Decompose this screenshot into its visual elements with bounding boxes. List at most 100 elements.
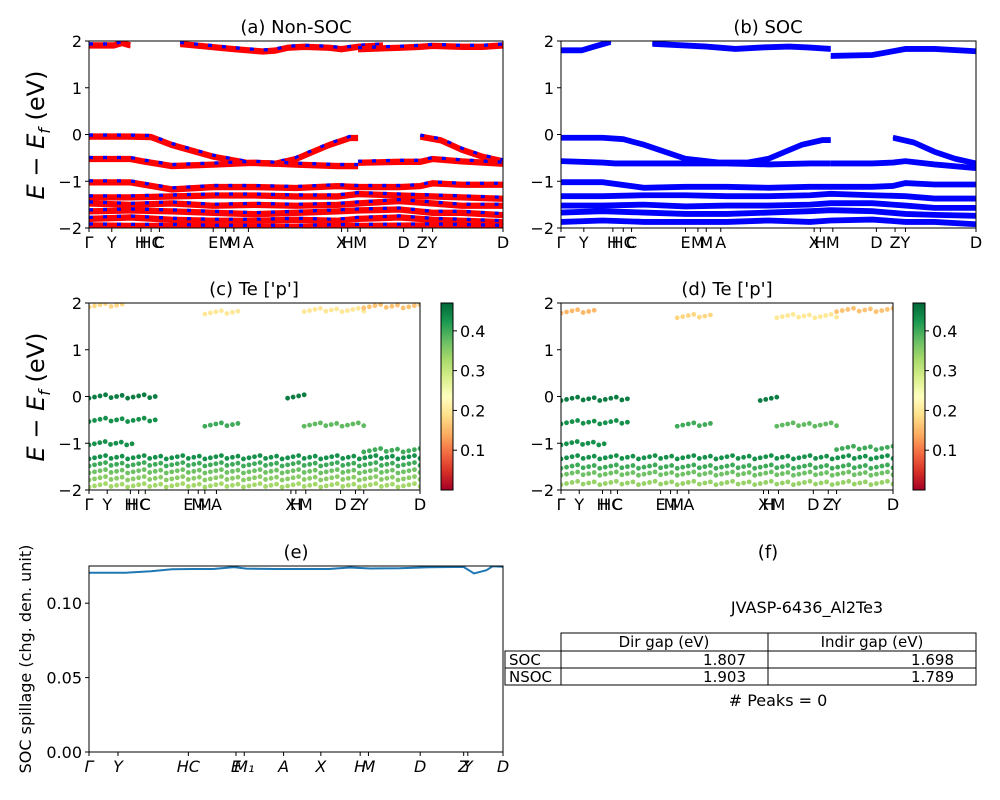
projection-point — [658, 465, 663, 471]
projection-point — [829, 472, 835, 478]
projection-point — [417, 484, 420, 489]
projection-point — [669, 479, 675, 485]
projection-point — [103, 303, 108, 307]
projection-point — [318, 470, 324, 476]
projection-point — [802, 454, 807, 460]
projection-point — [674, 472, 680, 478]
projection-point — [417, 470, 420, 475]
energy-axis-label-main-2: E − E — [22, 395, 50, 462]
projection-point — [219, 481, 224, 487]
projection-point — [613, 394, 619, 400]
table-row-nsoc-dir: 1.903 — [703, 668, 746, 686]
projection-point — [103, 392, 108, 398]
projection-point — [400, 449, 406, 455]
projection-point — [813, 481, 818, 487]
projection-point — [708, 312, 713, 318]
band-line — [830, 48, 976, 59]
projection-point — [580, 397, 586, 403]
colorbar-d-tick-label: 0.4 — [932, 322, 957, 341]
panel-b-xtick-label: M — [691, 233, 705, 252]
projection-point — [417, 463, 420, 468]
projection-point — [390, 481, 395, 487]
band-line — [561, 216, 976, 226]
projection-point — [879, 446, 885, 451]
projection-point — [92, 469, 97, 475]
band-line — [561, 41, 612, 54]
projection-point — [406, 304, 412, 310]
projection-point — [608, 454, 614, 460]
projection-point — [230, 422, 235, 427]
projection-point — [846, 462, 852, 468]
projection-point — [196, 453, 202, 459]
projection-point — [345, 308, 350, 313]
projection-point — [608, 419, 614, 425]
projection-point — [263, 470, 268, 475]
projection-point — [417, 477, 420, 482]
projection-point — [768, 469, 774, 475]
projection-point — [356, 484, 362, 490]
panel-c-xtick-label: A — [211, 495, 222, 514]
projection-point — [851, 443, 856, 449]
band-line — [561, 200, 976, 209]
panel-c-title: (c) Te ['p'] — [209, 279, 299, 300]
projection-point — [307, 482, 313, 488]
projection-point — [596, 442, 602, 448]
projection-point — [685, 463, 691, 469]
projection-point — [114, 468, 119, 474]
band-line — [561, 182, 976, 191]
projection-point — [268, 482, 274, 488]
projection-point — [301, 463, 307, 468]
panel-e-ytick-label: 0.05 — [46, 669, 82, 688]
projection-point — [373, 474, 379, 480]
projection-point — [147, 455, 153, 461]
projection-point — [757, 471, 763, 477]
panel-b-xtick-label: Y — [900, 233, 911, 252]
projection-point — [89, 395, 92, 401]
panel-a-ytick-label: 1 — [72, 79, 82, 98]
projection-point — [312, 460, 318, 466]
projection-point — [383, 304, 389, 310]
projection-point — [674, 465, 680, 471]
projection-point — [169, 469, 175, 475]
projection-point — [268, 468, 274, 474]
projection-point — [103, 474, 108, 480]
band-line-red — [89, 159, 359, 170]
projection-point — [108, 463, 114, 468]
projection-point — [108, 484, 114, 489]
table-subtitle: JVASP-6436_Al2Te3 — [730, 598, 883, 618]
projection-point — [411, 447, 417, 453]
projection-point — [884, 444, 890, 450]
projection-point — [696, 314, 702, 320]
projection-point — [564, 420, 569, 426]
projection-point — [224, 455, 230, 461]
panel-d-xtick-label: X — [758, 495, 769, 514]
projection-point — [801, 313, 807, 319]
projection-point — [290, 468, 296, 474]
projection-point — [163, 456, 169, 462]
projection-point — [586, 471, 592, 477]
projection-point — [674, 423, 680, 429]
colorbar-c-tick-label: 0.4 — [460, 322, 485, 341]
projection-point — [367, 468, 373, 474]
band-line-red — [358, 159, 503, 167]
projection-point — [569, 440, 575, 446]
projection-point — [674, 315, 680, 321]
band-line-red — [179, 44, 384, 55]
band-line-red — [358, 45, 503, 53]
projection-point — [114, 475, 119, 481]
projection-point — [569, 454, 575, 460]
projection-point — [169, 476, 175, 482]
projection-point — [674, 482, 680, 488]
panel-e-xtick-label: M₁ — [234, 757, 254, 776]
projection-point — [658, 481, 663, 487]
panel-f-title: (f) — [758, 542, 778, 563]
projection-point — [561, 421, 564, 427]
projection-point — [274, 467, 279, 473]
gap-table: Dir gap (eV) Indir gap (eV) SOC 1.807 1.… — [504, 632, 977, 686]
projection-point — [601, 441, 607, 447]
projection-point — [89, 442, 92, 448]
projection-point — [580, 310, 586, 315]
projection-point — [874, 481, 879, 486]
projection-point — [597, 482, 603, 488]
